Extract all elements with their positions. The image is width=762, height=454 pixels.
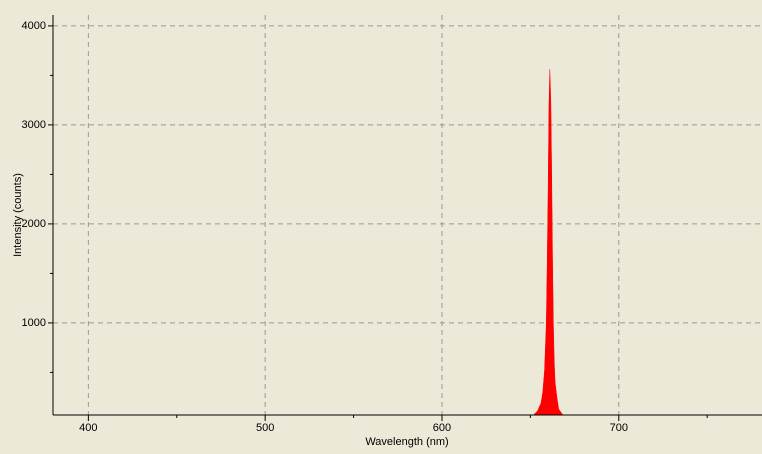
x-tick-label: 500 [256,422,274,434]
y-tick-label: 3000 [22,119,46,131]
x-tick-label: 700 [610,422,628,434]
y-axis-label: Intensity (counts) [12,173,24,257]
y-tick-label: 4000 [22,20,46,32]
x-tick-label: 400 [79,422,97,434]
y-tick-label: 2000 [22,218,46,230]
y-tick-label: 1000 [22,317,46,329]
x-axis-label: Wavelength (nm) [365,436,448,448]
spectrum-area [533,69,563,416]
x-tick-label: 600 [433,422,451,434]
